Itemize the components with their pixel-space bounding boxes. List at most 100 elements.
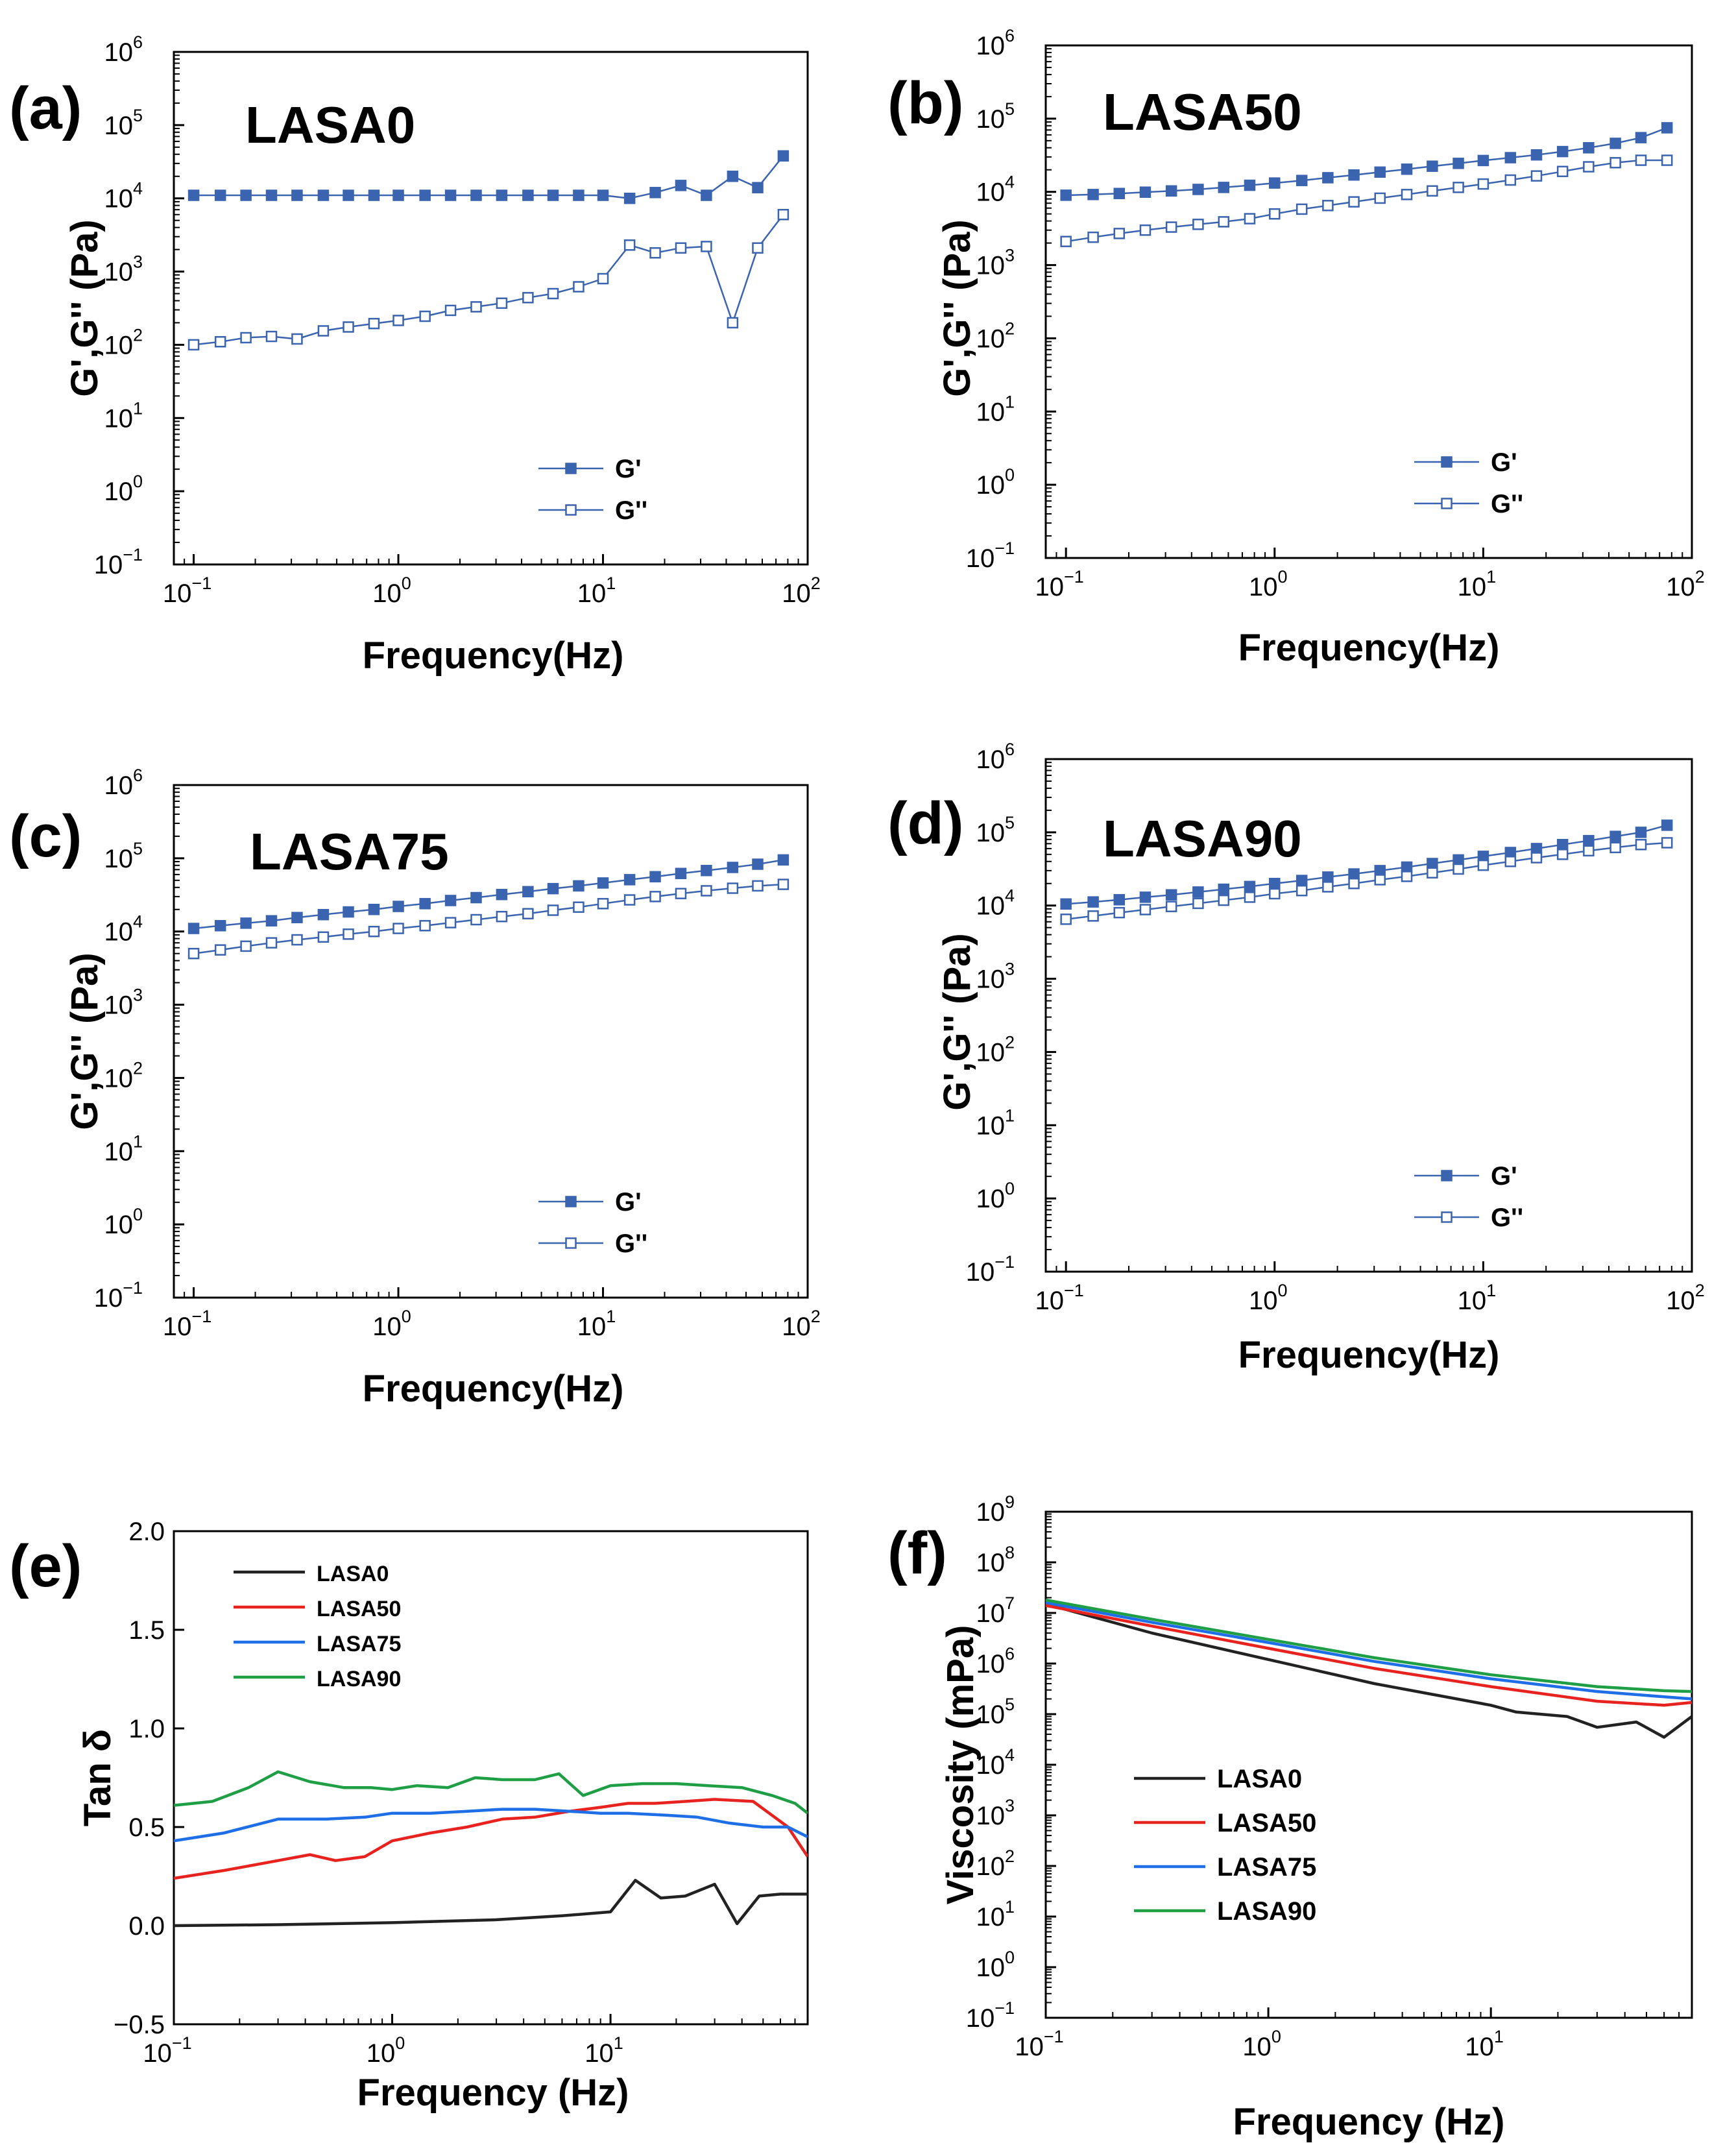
data-point-g-prime <box>1661 122 1673 134</box>
data-point-g-prime <box>214 920 226 932</box>
data-point-g-prime <box>1113 188 1126 199</box>
data-point-g-prime <box>701 865 712 877</box>
series-line-lasa50 <box>174 1798 808 1880</box>
y-tick-label: 10−1 <box>94 545 143 579</box>
data-point-g-double-prime <box>368 925 380 938</box>
y-tick-label: 102 <box>976 1846 1015 1881</box>
panel-d: 10−1 100 101 102 10−1 100 101 102 103 104 105 106 Fr… <box>887 740 1705 1376</box>
data-point-g-double-prime <box>1453 863 1464 875</box>
panel-a: 10−1 100 101 102 10−1 100 101 102 103 104 105 106 Fr… <box>9 32 821 677</box>
data-point-g-prime <box>1322 871 1334 883</box>
data-point-g-double-prime <box>1244 213 1256 224</box>
data-point-g-double-prime <box>623 239 636 251</box>
panel-title: LASA50 <box>1103 83 1302 141</box>
y-tick-label: 101 <box>104 398 143 433</box>
y-tick-label: 100 <box>976 465 1015 500</box>
y-tick-label: 10−1 <box>966 1998 1015 2033</box>
data-point-g-double-prime <box>1218 216 1230 228</box>
data-point-g-prime <box>1139 186 1151 198</box>
data-point-g-prime <box>1504 152 1517 163</box>
panel-f: 10−1 100 101 10−1 100 101 102 103 104 105 106 107 10… <box>887 1492 1693 2143</box>
plot-frame <box>173 784 809 1299</box>
data-point-g-prime <box>496 888 508 901</box>
data-point-g-double-prime <box>392 315 404 326</box>
data-point-g-prime <box>291 912 303 923</box>
data-point-g-double-prime <box>265 330 278 343</box>
data-point-g-prime <box>291 189 303 201</box>
y-tick-label: 1.5 <box>128 1616 165 1645</box>
legend-label: G' <box>1491 1162 1517 1191</box>
data-point-g-double-prime <box>1218 894 1230 906</box>
data-point-g-double-prime <box>1504 856 1517 867</box>
y-tick-label: 103 <box>976 960 1015 994</box>
data-point-g-prime <box>1530 149 1543 161</box>
y-axis-title: G',G'' (Pa) <box>64 219 106 396</box>
data-point-g-double-prime <box>470 914 482 926</box>
data-point-g-prime <box>1348 868 1360 880</box>
series-group <box>1060 122 1673 247</box>
data-point-g-prime <box>368 903 380 915</box>
data-point-g-prime <box>1583 142 1595 154</box>
data-point-g-prime <box>470 189 482 201</box>
data-point-g-prime <box>522 189 534 201</box>
data-point-g-prime <box>1322 172 1334 184</box>
data-point-g-double-prime <box>1296 884 1308 897</box>
data-point-g-prime <box>777 150 790 162</box>
data-point-g-prime <box>649 871 661 883</box>
data-point-g-prime <box>1165 889 1177 901</box>
data-point-g-double-prime <box>1348 877 1360 890</box>
data-point-g-prime <box>317 908 330 921</box>
data-point-g-prime <box>1244 880 1256 893</box>
legend-label: G'' <box>615 1229 647 1258</box>
data-point-g-prime <box>343 906 354 918</box>
y-tick-label: 10−1 <box>966 539 1015 573</box>
data-point-g-double-prime <box>675 888 687 899</box>
data-point-g-double-prime <box>1060 236 1072 247</box>
series-line-lasa75 <box>1046 1601 1692 1701</box>
data-point-g-double-prime <box>752 242 764 254</box>
series-line-lasa50 <box>1046 1604 1692 1707</box>
data-point-g-double-prime <box>727 882 739 894</box>
plot-frame <box>173 51 809 566</box>
data-point-g-double-prime <box>1087 910 1099 922</box>
y-tick-label: 100 <box>104 472 143 506</box>
data-point-g-double-prime <box>701 885 712 897</box>
data-point-g-double-prime <box>444 917 457 928</box>
data-point-g-double-prime <box>1609 841 1621 854</box>
data-point-g-double-prime <box>597 272 609 285</box>
data-point-g-prime <box>419 189 431 201</box>
data-point-g-double-prime <box>1401 189 1413 200</box>
data-point-g-double-prime <box>187 947 200 960</box>
legend-marker <box>1441 1211 1453 1223</box>
data-point-g-prime <box>777 854 790 866</box>
legend-label: G' <box>615 455 642 483</box>
data-point-g-prime <box>1269 177 1281 189</box>
x-tick-label: 102 <box>782 1307 821 1341</box>
x-tick-label: 101 <box>1465 2027 1504 2061</box>
x-tick-label: 101 <box>1458 567 1497 601</box>
data-point-g-double-prime <box>214 336 226 348</box>
data-point-g-prime <box>317 189 330 201</box>
y-tick-label: −0.5 <box>114 2011 165 2039</box>
data-point-g-prime <box>1192 184 1204 195</box>
data-point-g-double-prime <box>496 297 508 309</box>
x-tick-label: 10−1 <box>1015 2027 1063 2061</box>
data-point-g-prime <box>573 189 585 201</box>
legend-label: G' <box>1491 448 1517 477</box>
panel-b: 10−1 100 101 102 10−1 100 101 102 103 104 105 106 Fr… <box>887 26 1705 669</box>
y-tick-label: 104 <box>976 173 1015 207</box>
data-point-g-prime <box>392 901 404 912</box>
data-point-g-prime <box>470 891 482 904</box>
y-tick-label: 106 <box>104 766 143 800</box>
data-point-g-double-prime <box>573 901 585 913</box>
y-tick-label: 102 <box>104 325 143 359</box>
data-point-g-prime <box>1374 166 1386 178</box>
data-point-g-double-prime <box>496 910 508 923</box>
data-point-g-double-prime <box>1530 852 1543 864</box>
y-tick-label: 101 <box>976 1106 1015 1140</box>
plot-frame <box>1044 44 1693 559</box>
data-point-g-double-prime <box>317 931 330 943</box>
data-point-g-prime <box>649 187 661 199</box>
data-point-g-double-prime <box>522 292 534 304</box>
y-tick-label: 102 <box>976 1032 1015 1067</box>
